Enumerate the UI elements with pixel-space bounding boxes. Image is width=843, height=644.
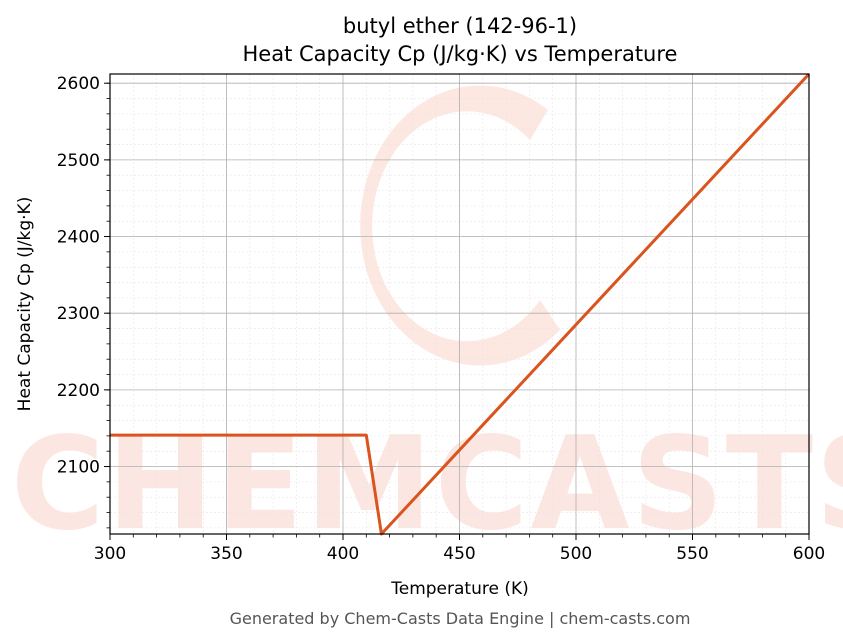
footer-credit: Generated by Chem-Casts Data Engine | ch… — [230, 609, 691, 628]
x-tick-label: 600 — [793, 544, 825, 564]
y-tick-label: 2400 — [57, 228, 100, 248]
x-tick-label: 350 — [210, 544, 242, 564]
series-layer — [110, 72, 811, 536]
chart-title: butyl ether (142-96-1) — [343, 14, 577, 38]
y-tick-label: 2600 — [57, 74, 100, 94]
y-tick-label: 2300 — [57, 304, 100, 324]
x-tick-label: 450 — [443, 544, 475, 564]
y-tick-label: 2100 — [57, 458, 100, 478]
x-tick-label: 300 — [94, 544, 126, 564]
series-line-1 — [110, 72, 811, 536]
x-tick-label: 500 — [560, 544, 592, 564]
x-axis-label: Temperature (K) — [390, 579, 529, 599]
watermark-logo: CHEMCASTS — [11, 85, 843, 559]
chart-subtitle: Heat Capacity Cp (J/kg·K) vs Temperature — [243, 42, 678, 66]
y-axis-label: Heat Capacity Cp (J/kg·K) — [15, 197, 35, 412]
y-tick-label: 2200 — [57, 381, 100, 401]
axis-ticks: 300 350 400 450 500 550 600 2100 2200 2300 2400 250… — [57, 74, 825, 564]
x-tick-label: 400 — [327, 544, 359, 564]
y-tick-label: 2500 — [57, 151, 100, 171]
x-tick-label: 550 — [676, 544, 708, 564]
